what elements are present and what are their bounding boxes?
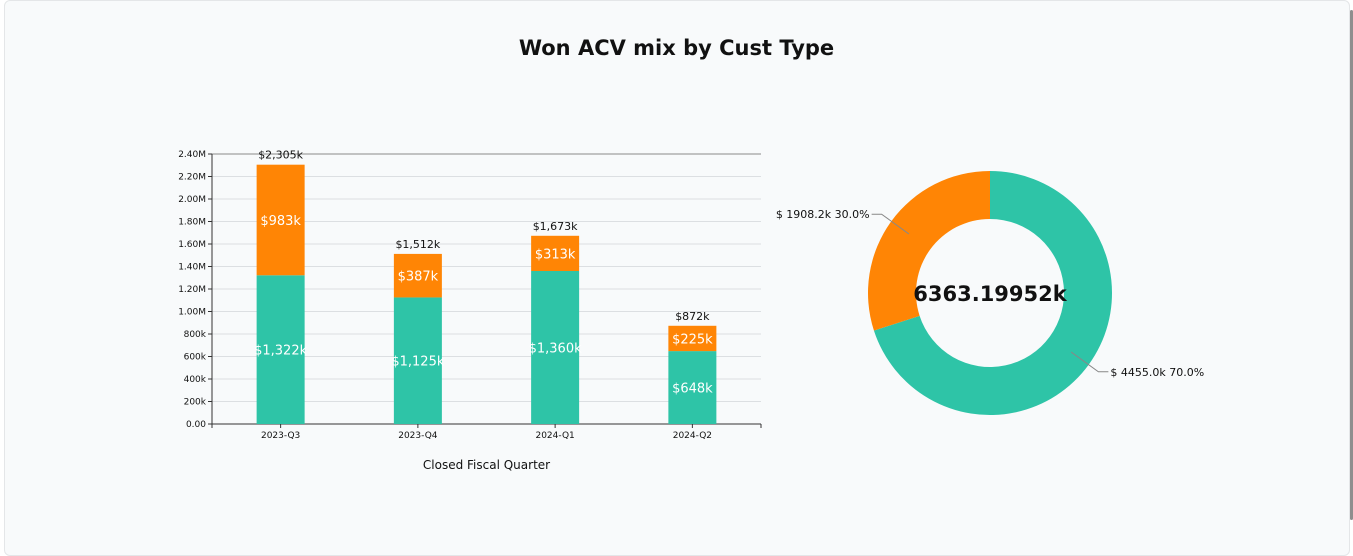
bar-segment-label: $387k (398, 270, 439, 285)
chart-title: Won ACV mix by Cust Type (518, 36, 835, 60)
donut-center-label: 6363.19952k (913, 282, 1067, 306)
y-tick-label: 1.00M (178, 308, 206, 318)
bar-segment-label: $1,360k (529, 342, 582, 357)
y-tick-label: 1.80M (178, 218, 206, 228)
y-tick-label: 1.20M (178, 285, 206, 295)
y-tick-label: 1.40M (178, 263, 206, 273)
donut-slice (873, 171, 1112, 415)
bar-total-label: $2,305k (258, 149, 303, 162)
bar-segment (393, 253, 442, 298)
y-tick-label: 2.40M (178, 150, 206, 160)
bar-segment-label: $1,322k (254, 344, 307, 359)
bar-total-label: $1,512k (395, 238, 440, 251)
bar-segment-label: $983k (260, 214, 301, 229)
bar-segment-label: $313k (535, 247, 576, 262)
chart-card (4, 0, 1350, 556)
x-tick-label: 2023-Q3 (261, 431, 300, 441)
bar-segment-label: $1,125k (391, 355, 444, 370)
donut-leader-line (1070, 351, 1109, 373)
scrollbar[interactable] (1350, 10, 1353, 520)
donut-slice (868, 171, 990, 331)
bar-total-label: $872k (675, 310, 710, 323)
bar-segment (668, 351, 717, 424)
bar-segment (393, 297, 442, 424)
bar-segment-label: $648k (672, 382, 713, 397)
y-tick-label: 600k (184, 353, 207, 363)
y-tick-label: 2.00M (178, 195, 206, 205)
bar-segment (256, 164, 305, 276)
bar-total-label: $1,673k (533, 220, 578, 233)
y-tick-label: 800k (184, 330, 207, 340)
y-tick-label: 1.60M (178, 240, 206, 250)
donut-slice-label: $ 4455.0k 70.0% (1110, 366, 1204, 379)
x-tick-label: 2023-Q4 (398, 431, 438, 441)
y-tick-label: 200k (184, 398, 207, 408)
x-tick-label: 2024-Q1 (535, 431, 574, 441)
y-tick-label: 0.00 (186, 420, 206, 430)
donut-slice-label: $ 1908.2k 30.0% (776, 208, 870, 221)
bar-segment-label: $225k (672, 332, 713, 347)
x-axis-title: Closed Fiscal Quarter (423, 458, 550, 472)
x-tick-label: 2024-Q2 (673, 431, 712, 441)
bar-segment (256, 275, 305, 424)
bar-segment (668, 325, 717, 352)
donut-leader-line (871, 213, 910, 235)
y-tick-label: 2.20M (178, 173, 206, 183)
bar-segment (531, 235, 580, 271)
bar-segment (531, 271, 580, 424)
y-tick-label: 400k (184, 375, 207, 385)
